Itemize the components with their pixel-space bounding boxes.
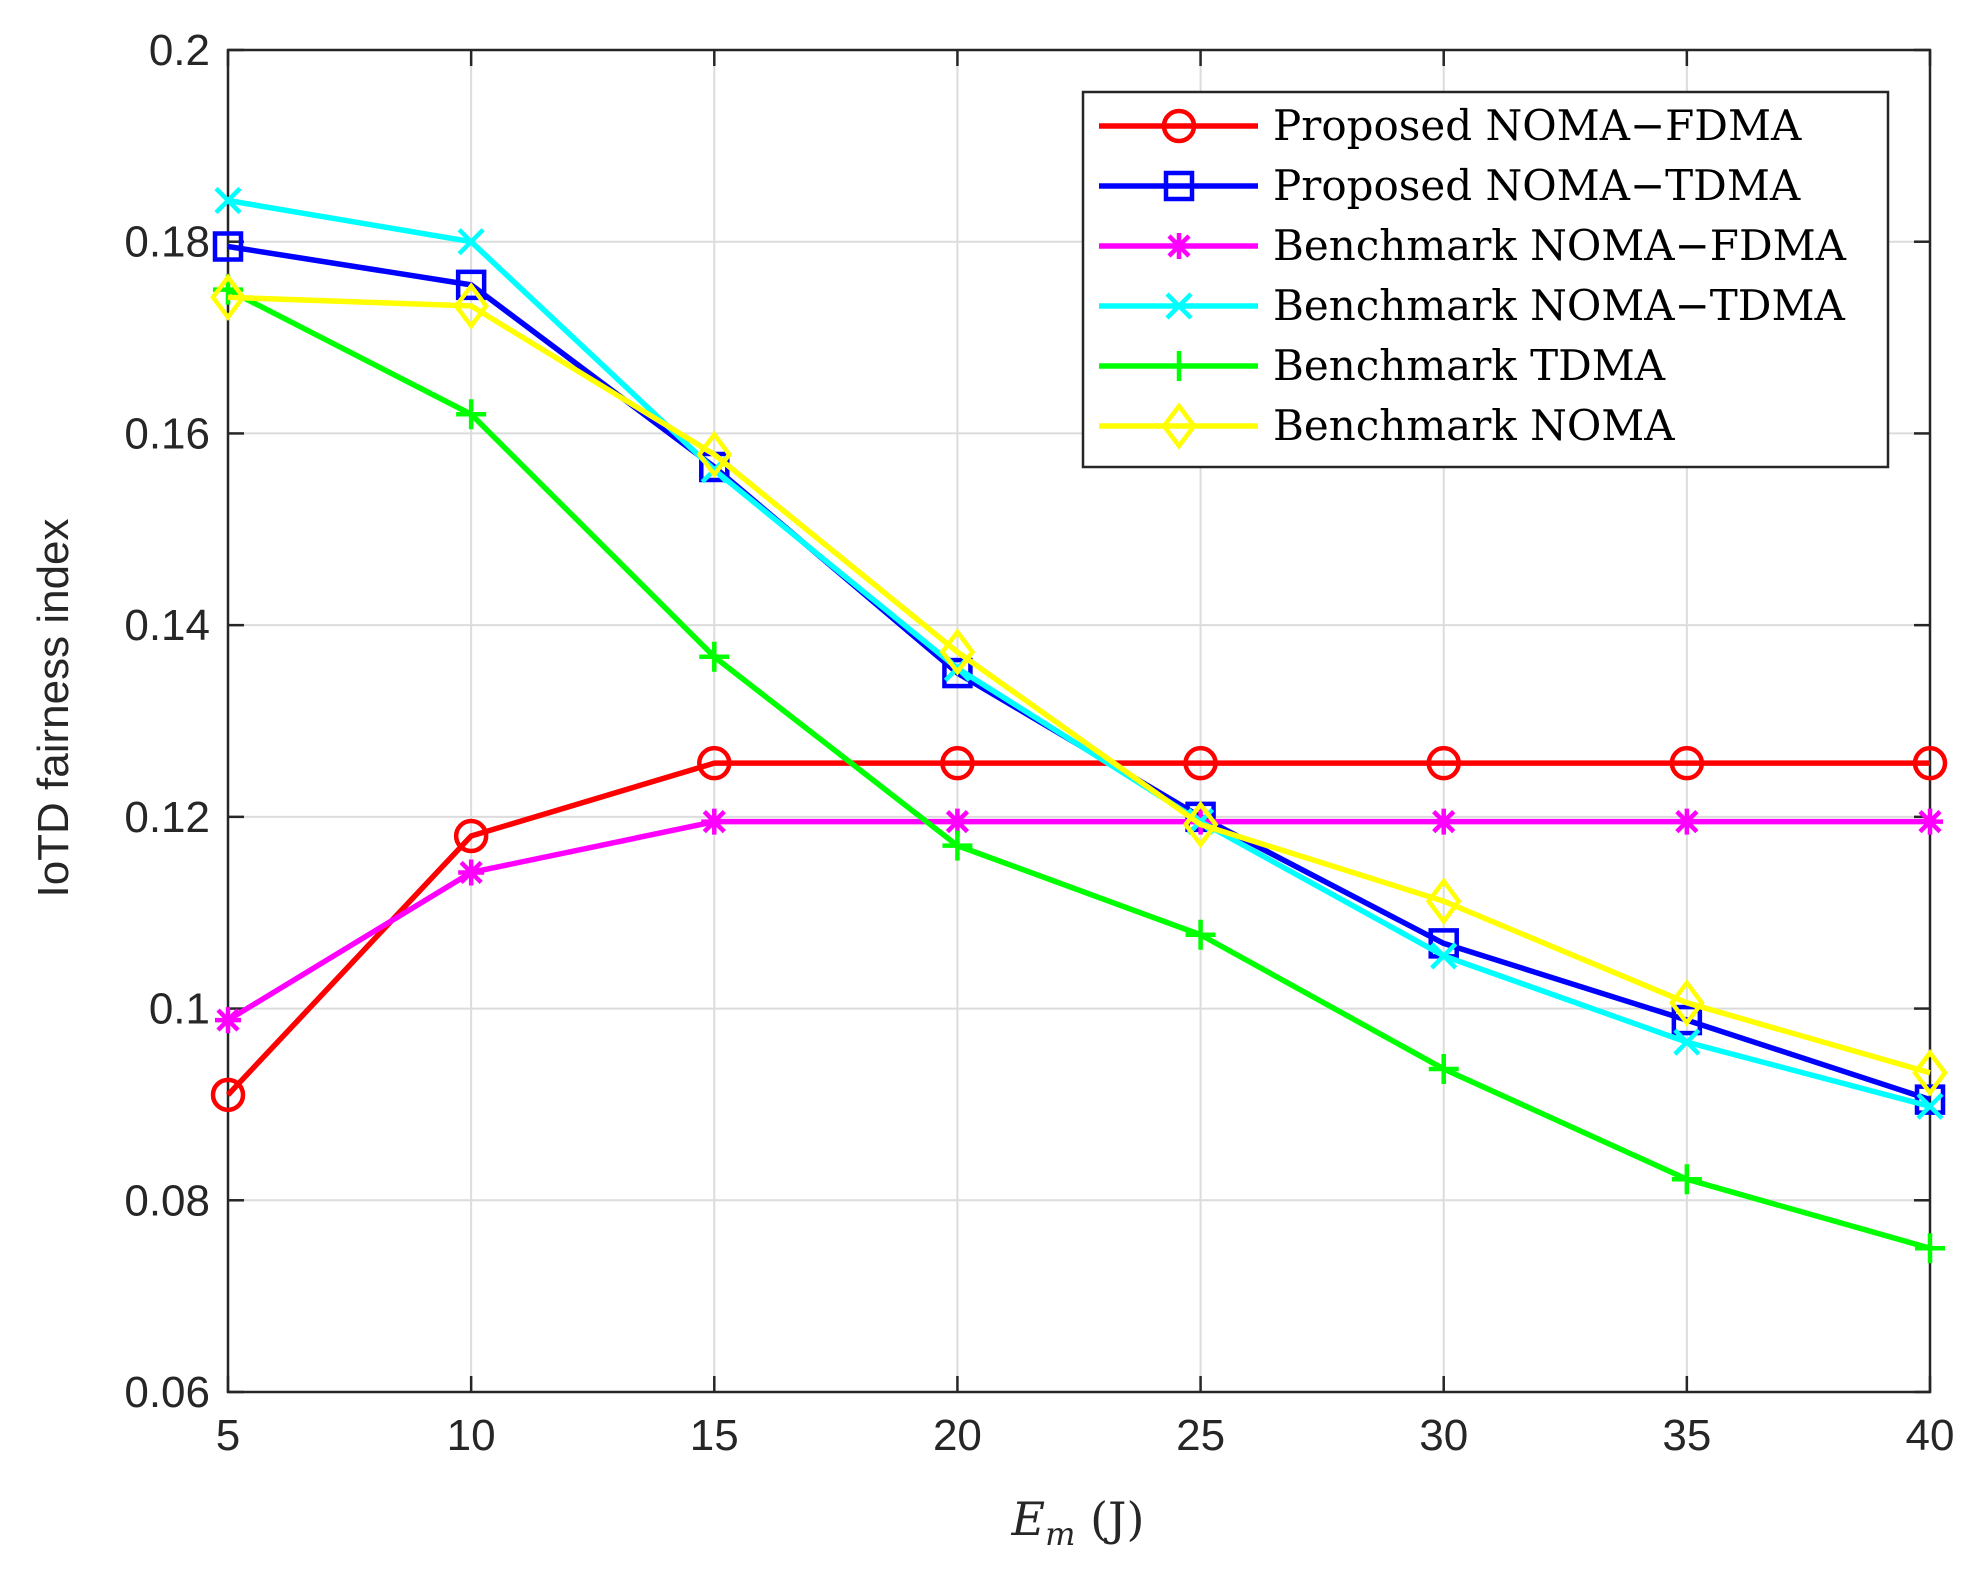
x-tick-label: 15 (690, 1411, 739, 1460)
data-point-square (212, 231, 244, 262)
x-axis-label-unit: (J) (1075, 1492, 1144, 1546)
legend: Proposed NOMA−FDMA Proposed NOMA−TDMA Benc… (1081, 90, 1890, 469)
legend-label: Benchmark TDMA (1273, 341, 1666, 390)
data-point-asterisk (1673, 808, 1700, 835)
data-point-circle (697, 745, 732, 781)
data-point-x (214, 186, 242, 215)
legend-item: Benchmark NOMA−FDMA (1099, 221, 1847, 270)
data-point-diamond (696, 430, 733, 479)
series-line (225, 760, 1930, 1097)
x-tick-label: 40 (1906, 1411, 1955, 1460)
series-5 (213, 274, 1945, 1264)
x-axis-label-subscript: m (1045, 1515, 1075, 1553)
data-point-circle (940, 745, 975, 781)
legend-item: Proposed NOMA−TDMA (1099, 161, 1801, 210)
data-point-circle (1426, 745, 1461, 781)
series-line (227, 294, 1931, 1076)
legend-marker-plus (1164, 351, 1194, 381)
data-point-asterisk (1917, 808, 1943, 835)
data-point-diamond (1182, 800, 1219, 849)
series-line (227, 197, 1931, 1110)
data-point-asterisk (458, 859, 485, 886)
series-group (210, 186, 1948, 1264)
data-point-asterisk (1430, 808, 1457, 835)
y-tick-label: 0.18 (124, 218, 210, 267)
series-6 (210, 273, 1948, 1097)
legend-marker-asterisk (1166, 233, 1192, 259)
data-point-plus (1428, 1053, 1459, 1084)
data-point-plus (1671, 1164, 1702, 1195)
axis-labels: IoTD fairness index Em (J) (29, 518, 1144, 1553)
data-point-plus (699, 641, 730, 672)
data-point-plus (1915, 1233, 1945, 1264)
x-tick-label: 25 (1176, 1411, 1225, 1460)
data-point-circle (1669, 745, 1705, 781)
x-tick-label: 5 (216, 1411, 240, 1460)
data-point-circle (1183, 745, 1218, 781)
data-point-asterisk (215, 1007, 241, 1034)
y-tick-label: 0.14 (124, 601, 210, 650)
data-point-x (1916, 1092, 1944, 1120)
x-tick-label: 30 (1419, 1411, 1468, 1460)
legend-label: Proposed NOMA−FDMA (1273, 101, 1802, 150)
y-tick-label: 0.06 (124, 1368, 210, 1417)
data-point-diamond (1669, 979, 1705, 1027)
legend-marker-diamond (1161, 402, 1197, 450)
data-point-asterisk (701, 808, 728, 835)
data-point-square (1671, 1004, 1703, 1036)
legend-item: Benchmark NOMA−TDMA (1099, 281, 1845, 330)
legend-marker-square (1163, 170, 1195, 202)
y-tick-label: 0.1 (149, 985, 210, 1034)
x-tick-label: 35 (1662, 1411, 1711, 1460)
legend-item: Benchmark TDMA (1099, 341, 1666, 390)
series-line (226, 287, 1931, 1251)
data-point-circle (210, 1077, 246, 1113)
plot-frame (226, 48, 1932, 1394)
series-1 (210, 745, 1948, 1113)
legend-item: Proposed NOMA−FDMA (1099, 101, 1802, 150)
data-point-square (455, 269, 487, 301)
data-point-circle (453, 818, 489, 854)
legend-box (1081, 90, 1890, 469)
data-point-x (1673, 1028, 1701, 1056)
data-point-diamond (210, 273, 246, 322)
y-axis-label: IoTD fairness index (29, 518, 78, 897)
legend-marker-circle (1161, 108, 1197, 144)
legend-label: Benchmark NOMA−FDMA (1273, 221, 1847, 270)
x-axis-label-symbol: E (1011, 1492, 1046, 1546)
data-point-circle (1912, 745, 1948, 781)
data-point-plus (1185, 919, 1216, 950)
data-point-plus (456, 399, 487, 430)
data-point-asterisk (944, 808, 971, 835)
legend-item: Benchmark NOMA (1099, 401, 1675, 450)
legend-label: Benchmark NOMA−TDMA (1273, 281, 1845, 330)
y-tick-label: 0.2 (149, 26, 210, 75)
x-tick-label: 10 (447, 1411, 496, 1460)
legend-label: Benchmark NOMA (1273, 401, 1675, 450)
x-tick-label: 20 (933, 1411, 982, 1460)
data-point-x (457, 228, 485, 256)
data-point-square (942, 657, 973, 689)
data-point-square (1914, 1084, 1946, 1115)
y-tick-label: 0.08 (124, 1176, 210, 1225)
data-point-diamond (453, 282, 489, 330)
data-point-plus (942, 830, 973, 861)
y-tick-label: 0.12 (124, 793, 210, 842)
data-point-diamond (1912, 1049, 1948, 1097)
data-point-diamond (1425, 877, 1462, 925)
legend-marker-x (1165, 292, 1193, 320)
legend-label: Proposed NOMA−TDMA (1273, 161, 1801, 210)
series-line (226, 818, 1930, 1023)
data-point-x (1430, 942, 1458, 970)
axes: 5 10 15 20 25 30 35 40 0.06 0.08 0.1 0.12 0.14 0.16 0.… (124, 26, 1954, 1460)
x-axis-label: Em (J) (1011, 1492, 1145, 1553)
y-tick-label: 0.16 (124, 409, 210, 458)
data-point-diamond (939, 628, 976, 676)
